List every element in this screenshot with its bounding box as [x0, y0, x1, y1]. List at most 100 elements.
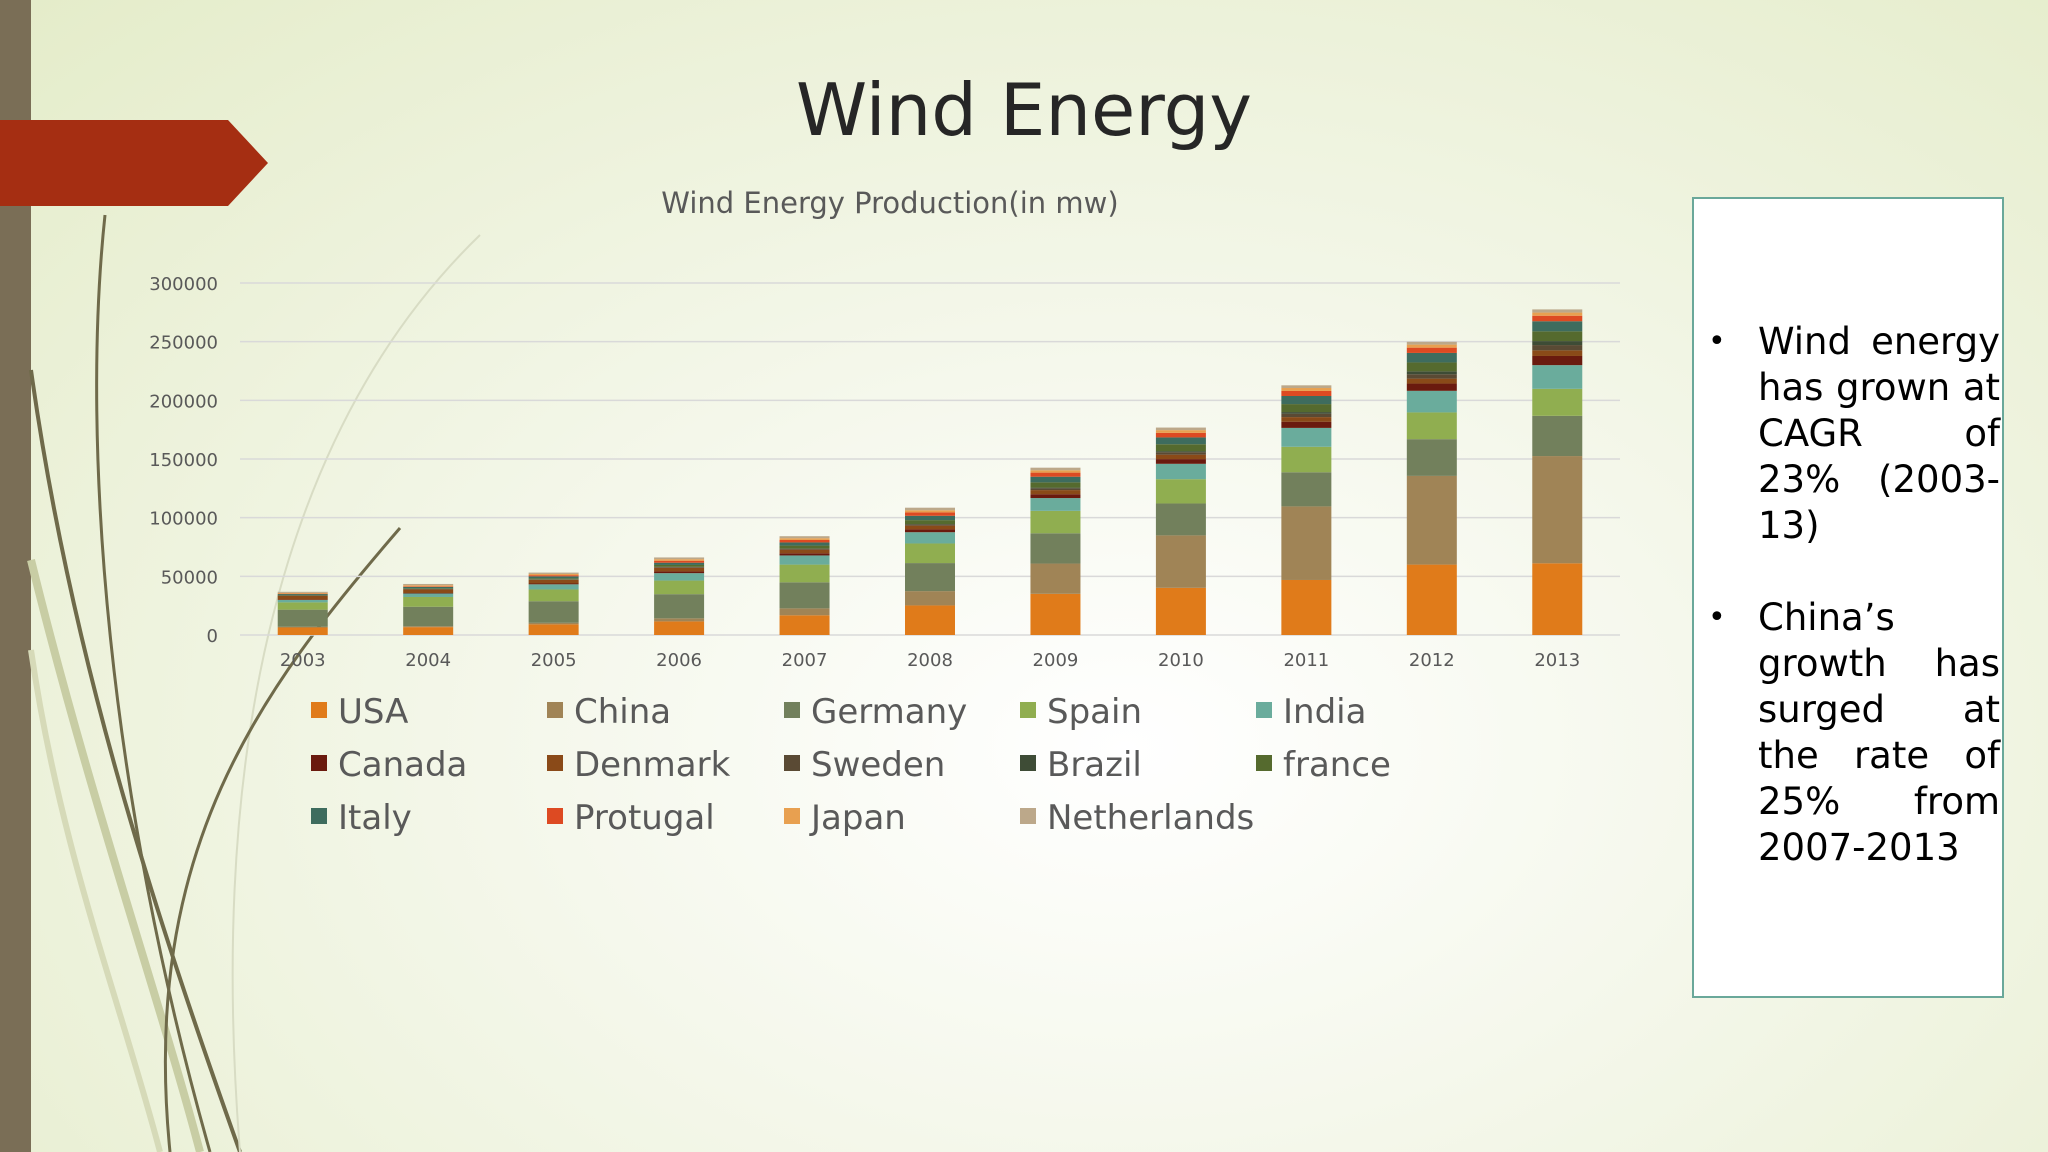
legend-label: Brazil	[1047, 745, 1142, 785]
x-tick-label: 2008	[907, 650, 953, 671]
legend-swatch	[1256, 755, 1272, 771]
bar-segment	[1281, 390, 1332, 396]
bar-segment	[779, 564, 830, 583]
bar-segment	[905, 515, 955, 521]
bar-segment	[528, 576, 579, 579]
slide-title: Wind Energy	[796, 68, 1252, 152]
bar-segment	[1406, 412, 1457, 440]
bar-segment	[1155, 463, 1206, 480]
legend-swatch	[1020, 808, 1036, 824]
bar-segment	[1030, 488, 1081, 491]
bar-segment	[1532, 415, 1583, 457]
bar-segment	[905, 543, 955, 564]
bar-segment	[277, 594, 328, 596]
bar-segment	[1406, 475, 1457, 565]
bar-segment	[905, 532, 955, 544]
bar-segment	[654, 567, 705, 572]
legend-swatch	[547, 702, 563, 718]
bar-segment	[1281, 413, 1332, 418]
bar-segment	[403, 583, 454, 586]
x-tick-label: 2012	[1409, 650, 1455, 671]
bar-segment	[779, 608, 830, 616]
bar-segment	[779, 548, 830, 550]
x-tick-label: 2011	[1283, 650, 1329, 671]
legend-label: Japan	[809, 798, 906, 838]
bar-segment	[905, 591, 955, 606]
bullet-dot-icon: •	[1708, 324, 1726, 359]
legend-swatch	[784, 808, 800, 824]
bar-segment	[1030, 467, 1081, 471]
x-tick-label: 2010	[1158, 650, 1204, 671]
bar-segment	[654, 580, 705, 595]
bar-segment	[1155, 432, 1206, 438]
bar-segment	[1155, 503, 1206, 536]
bar-segment	[1030, 533, 1081, 564]
bar-segment	[1281, 404, 1332, 413]
bar-segment	[654, 567, 705, 568]
bar-segment	[1406, 374, 1457, 379]
bar-segment	[1155, 430, 1206, 433]
x-tick-label: 2007	[782, 650, 828, 671]
legend-label: India	[1283, 692, 1366, 732]
bar-segment	[528, 579, 579, 584]
bar-segment	[277, 595, 328, 600]
bar-segment	[654, 621, 705, 635]
bar-segment	[905, 605, 955, 635]
bar-segment	[277, 599, 328, 603]
legend-swatch	[311, 808, 327, 824]
bar-segment	[654, 571, 705, 574]
bar-segment	[403, 606, 454, 627]
bar-segment	[779, 555, 830, 565]
bar-segment	[1030, 498, 1081, 511]
bar-segment	[403, 586, 454, 589]
bar-segment	[1030, 476, 1081, 483]
bar-segment	[1281, 385, 1332, 389]
bar-segment	[1155, 444, 1206, 452]
bar-segment	[654, 573, 705, 581]
bar-segment	[528, 622, 579, 625]
bar-segment	[528, 573, 579, 576]
legend-label: Netherlands	[1047, 798, 1254, 838]
bar-segment	[1406, 439, 1457, 476]
bar-segment	[1155, 587, 1206, 635]
bar-segment	[779, 539, 830, 543]
bar-segment	[1532, 309, 1583, 313]
bar-segment	[1281, 395, 1332, 405]
bar-segment	[654, 559, 705, 561]
bar-segment	[1155, 452, 1206, 455]
wind-energy-chart: Wind Energy Production(in mw) 0 50000 1000…	[149, 186, 1620, 838]
summary-bullet: • Wind energy has grown at CAGR of 23% (…	[1708, 319, 2000, 595]
chart-title: Wind Energy Production(in mw)	[661, 186, 1118, 220]
bar-segment	[1532, 355, 1583, 366]
bar-segment	[654, 557, 705, 560]
legend-label: USA	[338, 692, 408, 732]
legend-label: Protugal	[574, 798, 715, 838]
decorative-curves	[27, 214, 481, 1152]
bar-segment	[905, 520, 955, 525]
bar-segment	[403, 596, 454, 607]
bar-segment	[528, 575, 579, 577]
x-tick-label: 2009	[1033, 650, 1079, 671]
bar-segment	[1155, 535, 1206, 588]
legend-swatch	[311, 702, 327, 718]
bar-segment	[1532, 321, 1583, 332]
bar-segment	[403, 589, 454, 593]
bar-segment	[779, 538, 830, 540]
bar-segment	[528, 589, 579, 602]
bar-segment	[1406, 352, 1457, 363]
bar-segment	[654, 618, 705, 622]
legend-swatch	[547, 808, 563, 824]
bar-segment	[403, 627, 454, 635]
bar-segment	[1030, 472, 1081, 477]
bar-segment	[779, 549, 830, 554]
bar-segment	[1155, 454, 1206, 460]
bar-segment	[1281, 579, 1332, 635]
legend-label: Germany	[811, 692, 967, 732]
bar-segment	[277, 626, 328, 628]
bar-segment	[1406, 383, 1457, 391]
bar-segment	[905, 529, 955, 533]
bar-segment	[1281, 446, 1332, 473]
bar-segment	[779, 536, 830, 539]
bar-segment	[403, 585, 454, 587]
bar-segment	[779, 553, 830, 556]
